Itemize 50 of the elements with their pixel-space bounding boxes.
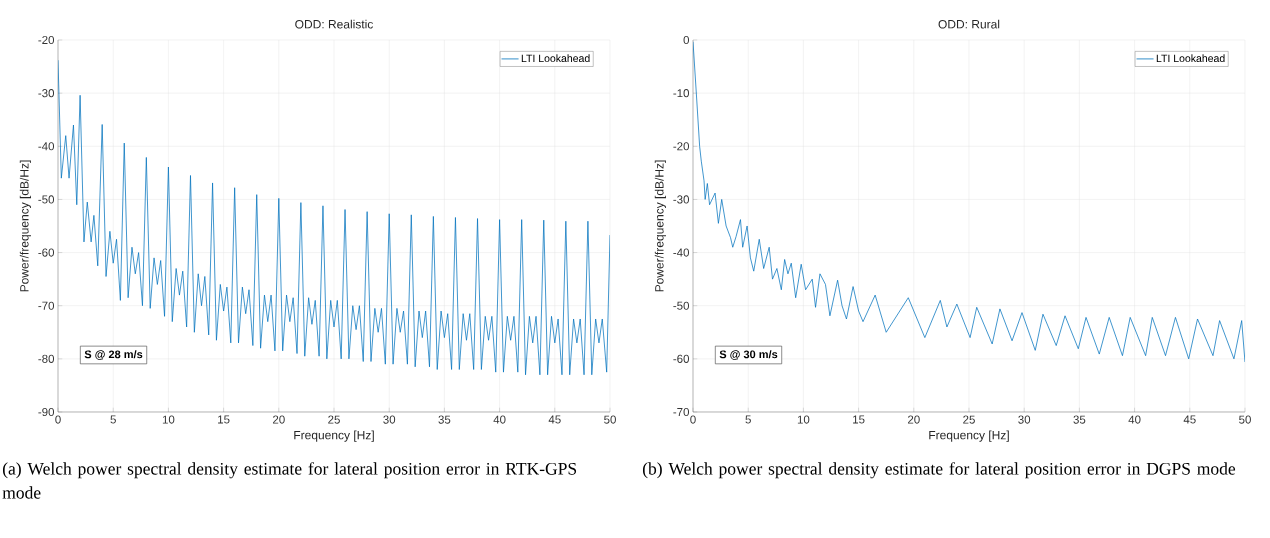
x-tick-label: 35 — [438, 415, 451, 424]
legend-label: LTI Lookahead — [521, 54, 590, 63]
y-tick-label: -60 — [38, 248, 55, 257]
legend-label: LTI Lookahead — [1156, 54, 1225, 63]
y-tick-label: -60 — [673, 354, 690, 363]
y-tick-label: -50 — [38, 195, 55, 204]
x-axis-title: Frequency [Hz] — [929, 430, 1009, 442]
x-tick-label: 15 — [853, 415, 865, 424]
x-tick-label: 50 — [604, 415, 616, 424]
y-tick-label: -30 — [673, 195, 690, 204]
y-axis-title: Power/frequency [dB/Hz] — [654, 160, 666, 292]
x-tick-label: 25 — [963, 415, 975, 424]
chart-title: ODD: Rural — [938, 19, 1000, 29]
x-tick-label: 5 — [110, 415, 116, 424]
x-tick-label: 35 — [1073, 415, 1086, 424]
x-tick-label: 20 — [272, 415, 285, 424]
x-tick-label: 20 — [907, 415, 920, 424]
y-tick-label: -90 — [38, 407, 55, 417]
x-tick-label: 15 — [218, 415, 230, 424]
text: (a) Welch power spectral density estimate for lateral position error in RTK-GPS mode — [2, 462, 577, 499]
x-tick-label: 45 — [548, 415, 561, 424]
y-tick-label: -40 — [673, 248, 690, 257]
x-tick-label: 10 — [797, 415, 810, 424]
x-tick-label: 25 — [328, 415, 340, 424]
y-tick-label: -80 — [38, 354, 55, 363]
y-tick-label: -50 — [673, 301, 690, 310]
y-tick-label: 0 — [683, 35, 690, 45]
x-tick-label: 40 — [493, 415, 506, 424]
x-tick-label: 45 — [1183, 415, 1196, 424]
annotation: S @ 28 m/s — [84, 350, 143, 360]
x-tick-label: 40 — [1128, 415, 1141, 424]
x-axis-title: Frequency [Hz] — [294, 430, 374, 442]
x-tick-label: 0 — [690, 415, 696, 424]
y-axis-title: Power/frequency [dB/Hz] — [19, 160, 31, 292]
x-tick-label: 5 — [745, 415, 751, 424]
y-tick-label: -20 — [38, 35, 55, 45]
y-tick-label: -10 — [673, 89, 690, 98]
y-tick-label: -40 — [38, 142, 55, 151]
y-tick-label: -20 — [673, 142, 690, 151]
x-tick-label: 50 — [1239, 415, 1251, 424]
y-tick-label: -70 — [673, 407, 690, 417]
x-tick-label: 30 — [383, 415, 396, 424]
x-tick-label: 30 — [1018, 415, 1031, 424]
x-tick-label: 0 — [55, 415, 61, 424]
text: (b) Welch power spectral density estimate for lateral position error in DGPS mode — [642, 462, 1236, 479]
chart-title: ODD: Realistic — [295, 19, 373, 29]
y-tick-label: -30 — [38, 89, 55, 98]
annotation: S @ 30 m/s — [719, 350, 778, 360]
y-tick-label: -70 — [38, 301, 55, 310]
x-tick-label: 10 — [162, 415, 175, 424]
